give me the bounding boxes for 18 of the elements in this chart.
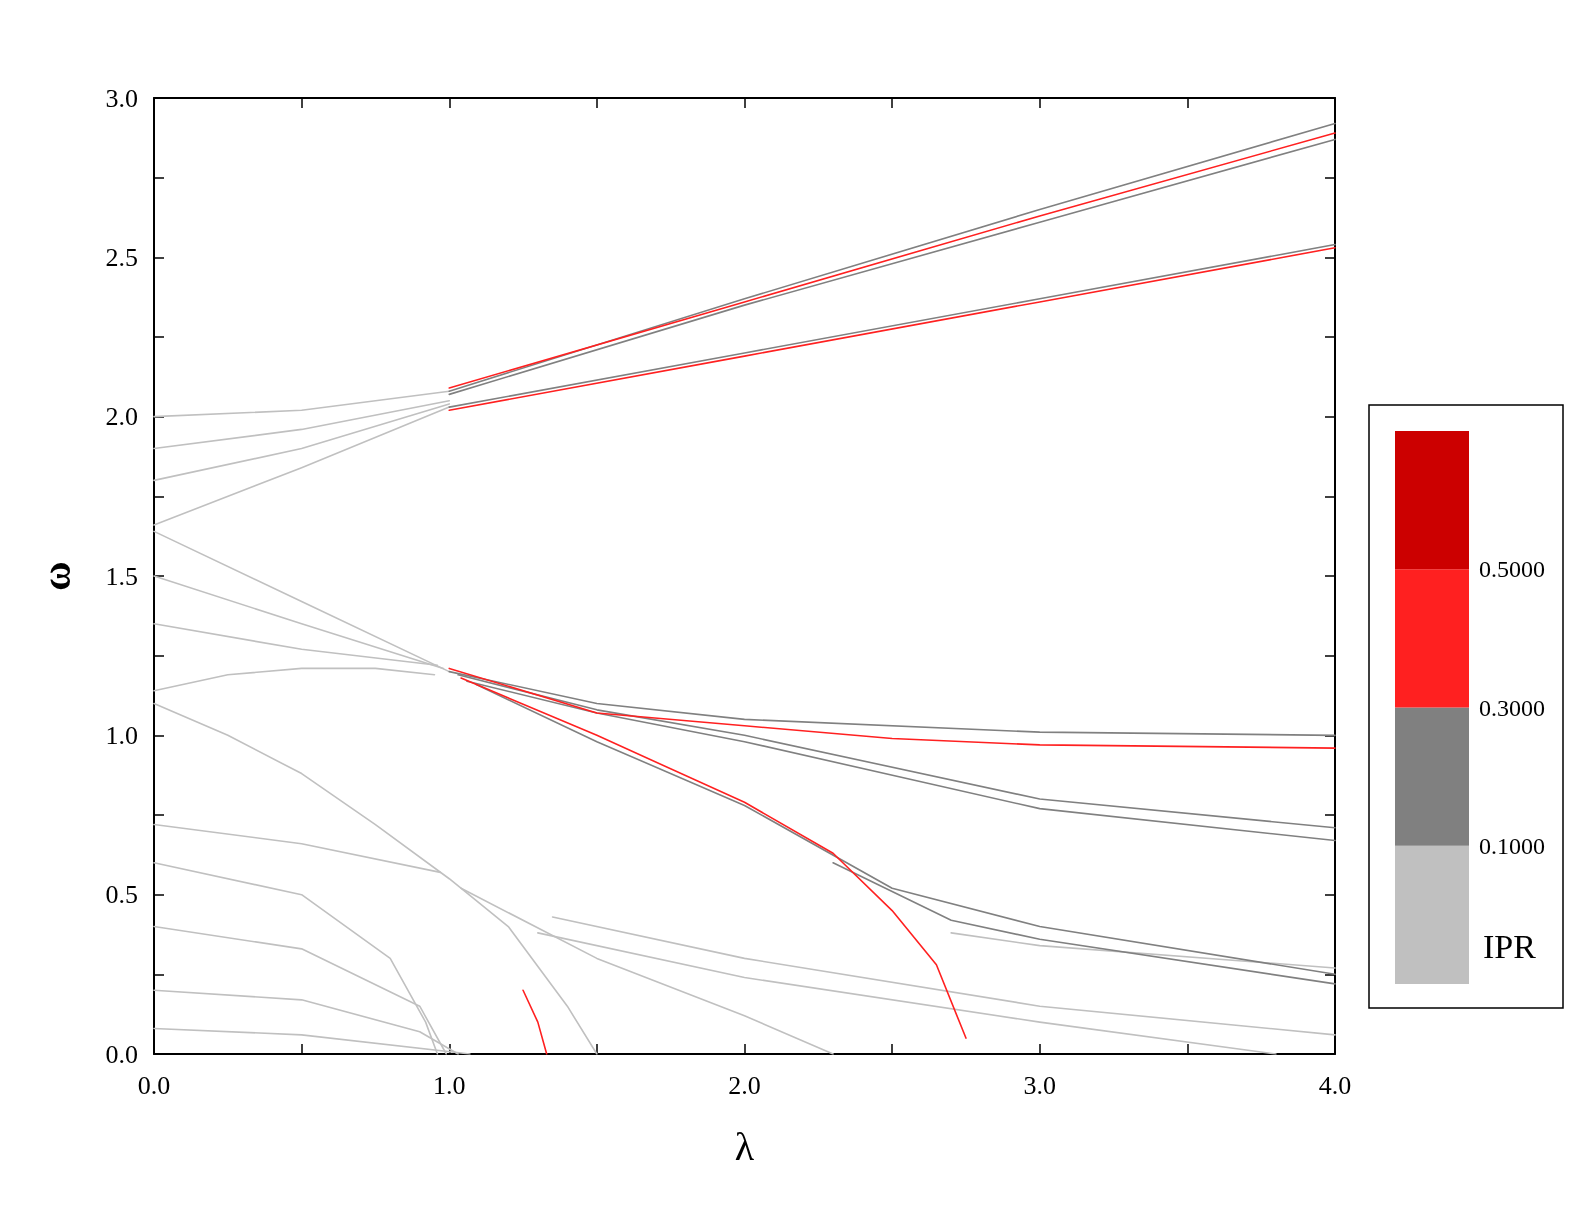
- y-tick-label: 0.0: [105, 1039, 138, 1069]
- y-tick-label: 2.0: [105, 402, 138, 432]
- y-axis-title: ω: [33, 561, 79, 591]
- color-bar-label: 0.5000: [1479, 556, 1545, 583]
- y-tick-label: 1.0: [105, 720, 138, 750]
- color-bar-label: 0.3000: [1479, 694, 1545, 721]
- x-axis-title: λ: [734, 1123, 755, 1169]
- color-bar-title: IPR: [1483, 927, 1537, 965]
- x-tick-label: 2.0: [728, 1070, 761, 1100]
- y-tick-label: 3.0: [105, 83, 138, 113]
- x-tick-label: 4.0: [1318, 1070, 1352, 1100]
- color-bar-label: 0.1000: [1479, 832, 1545, 859]
- x-tick-label: 3.0: [1023, 1070, 1056, 1100]
- y-tick-label: 2.5: [105, 242, 138, 272]
- y-tick-label: 1.5: [105, 561, 138, 591]
- x-tick-label: 1.0: [433, 1070, 466, 1100]
- y-tick-label: 0.5: [105, 880, 138, 910]
- x-tick-label: 0.0: [137, 1070, 171, 1100]
